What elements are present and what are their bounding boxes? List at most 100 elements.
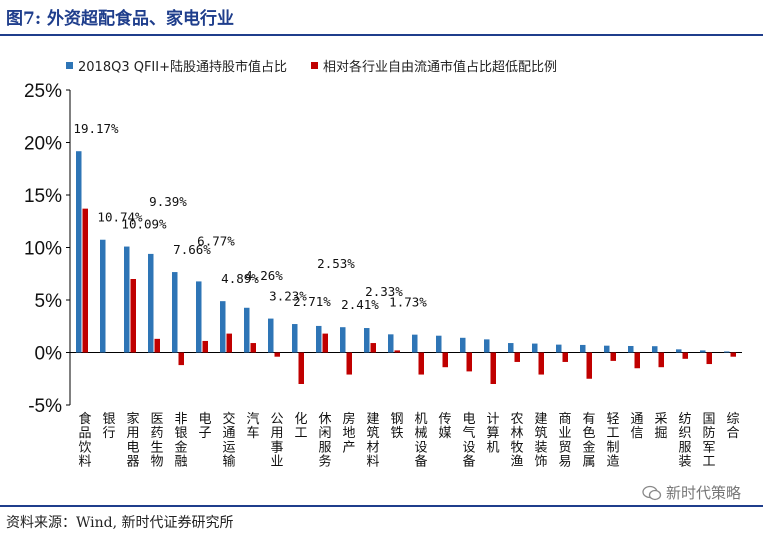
bar-series-2: [418, 352, 424, 375]
x-tick-label: 食品饮料: [78, 411, 91, 470]
watermark-text: 新时代策略: [665, 484, 741, 502]
chart-title: 图7: 外资超配食品、家电行业: [6, 9, 235, 29]
bar-series-1: [724, 351, 730, 353]
bar-series-1: [124, 246, 130, 353]
x-tick-label: 传媒: [438, 412, 451, 441]
x-tick-label: 公用事业: [270, 412, 283, 470]
bar-series-2: [346, 352, 352, 375]
source-note: 资料来源：Wind, 新时代证券研究所: [6, 515, 234, 531]
bar-series-2: [322, 333, 328, 353]
legend-swatch-blue: [66, 62, 73, 69]
data-label: 4.89%: [221, 271, 259, 286]
bar-series-2: [82, 208, 88, 353]
data-label: 2.41%: [341, 297, 379, 312]
legend-label-series-1: 2018Q3 QFII+陆股通持股市值占比: [78, 60, 287, 75]
bar-series-1: [508, 343, 514, 353]
bar-series-1: [412, 334, 418, 353]
x-tick-label: 农林牧渔: [510, 412, 523, 470]
x-tick-label: 建筑装饰: [534, 412, 547, 470]
y-tick-label: 20%: [24, 134, 62, 155]
bar-series-1: [532, 343, 538, 353]
bar-series-2: [250, 343, 256, 353]
bar-series-1: [76, 151, 82, 353]
data-label: 6.77%: [197, 233, 235, 248]
bar-series-2: [490, 352, 496, 384]
footer: 资料来源：Wind, 新时代证券研究所: [0, 505, 763, 536]
legend-swatch-red: [311, 62, 318, 69]
bar-series-2: [682, 352, 688, 359]
bar-series-1: [196, 281, 202, 353]
x-tick-label: 汽车: [246, 412, 259, 441]
title-bar: 图7: 外资超配食品、家电行业: [0, 0, 763, 36]
bar-series-2: [562, 352, 568, 362]
x-tick-label: 综合: [726, 412, 739, 441]
bar-series-2: [226, 333, 232, 353]
y-tick-label: -5%: [28, 396, 62, 417]
bar-series-2: [706, 352, 712, 365]
x-tick-label: 休闲服务: [318, 412, 331, 470]
legend-label-series-2: 相对各行业自由流通市值占比超低配比例: [323, 60, 558, 75]
bar-series-2: [442, 352, 448, 368]
bar-series-1: [244, 307, 250, 353]
bar-series-1: [100, 239, 106, 353]
x-tick-label: 银行: [102, 412, 115, 441]
x-tick-label: 国防军工: [702, 412, 715, 470]
data-label: 9.39%: [149, 194, 187, 209]
bar-series-1: [316, 325, 322, 353]
bar-series-1: [652, 346, 658, 353]
bar-series-1: [340, 327, 346, 353]
legend-item-series-2: 相对各行业自由流通市值占比超低配比例: [311, 56, 557, 75]
y-tick-label: 15%: [24, 186, 62, 207]
bar-series-1: [436, 335, 442, 353]
bar-series-1: [268, 318, 274, 353]
bar-series-2: [130, 279, 136, 353]
y-tick-label: 10%: [24, 239, 62, 260]
bar-series-2: [658, 352, 664, 368]
x-tick-label: 计算机: [486, 412, 499, 455]
y-tick-label: 5%: [35, 291, 63, 312]
x-tick-label: 纺织服装: [678, 412, 691, 470]
bar-series-1: [292, 324, 298, 353]
data-label: 10.74%: [97, 210, 143, 225]
x-tick-label: 有色金属: [582, 412, 595, 470]
x-tick-label: 采掘: [654, 412, 667, 441]
y-tick-label: 25%: [24, 81, 62, 102]
legend: 2018Q3 QFII+陆股通持股市值占比 相对各行业自由流通市值占比超低配比例: [66, 56, 557, 75]
bar-series-1: [220, 301, 226, 353]
bar-series-1: [676, 349, 682, 353]
bar-series-1: [484, 339, 490, 353]
bar-series-1: [364, 328, 370, 353]
bar-series-2: [154, 338, 160, 353]
x-tick-label: 钢铁: [390, 412, 403, 441]
bar-series-2: [274, 352, 280, 357]
bar-series-2: [634, 352, 640, 369]
data-label: 3.23%: [269, 289, 307, 304]
data-label: 19.17%: [73, 121, 119, 136]
bar-series-1: [556, 344, 562, 353]
x-tick-label: 家用电器: [126, 411, 139, 470]
bar-series-2: [610, 352, 616, 361]
x-tick-label: 房地产: [342, 411, 355, 455]
data-label: 1.73%: [389, 294, 427, 309]
x-tick-label: 化工: [294, 412, 307, 441]
x-tick-label: 医药生物: [150, 412, 163, 470]
bar-series-1: [388, 334, 394, 353]
y-tick-label: 0%: [35, 344, 63, 365]
x-tick-label: 通信: [630, 412, 643, 441]
bar-series-2: [466, 352, 472, 372]
x-tick-label: 建筑材料: [366, 412, 379, 470]
data-label: 4.26%: [245, 268, 283, 283]
bar-series-2: [178, 352, 184, 366]
bar-series-1: [580, 344, 586, 353]
x-tick-label: 电子: [198, 412, 211, 441]
bar-series-2: [298, 352, 304, 384]
bar-series-2: [730, 352, 736, 357]
x-tick-label: 交通运输: [222, 411, 235, 470]
legend-item-series-1: 2018Q3 QFII+陆股通持股市值占比: [66, 56, 287, 75]
x-tick-label: 电气设备: [462, 412, 475, 470]
data-label: 10.09%: [121, 217, 167, 232]
bar-series-2: [370, 343, 376, 353]
bar-series-1: [700, 350, 706, 353]
x-tick-label: 机械设备: [414, 412, 427, 470]
wechat-icon: [642, 485, 662, 500]
